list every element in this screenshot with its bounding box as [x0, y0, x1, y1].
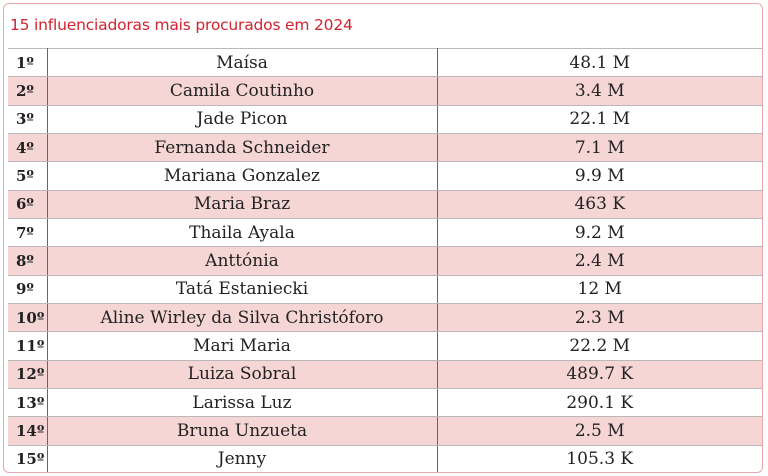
rank-cell: 8º: [8, 246, 48, 276]
rank-cell: 7º: [8, 218, 48, 248]
name-cell: Mariana Gonzalez: [47, 161, 438, 191]
rank-cell: 4º: [8, 133, 48, 163]
rank-cell: 14º: [8, 416, 48, 446]
rank-cell: 10º: [8, 303, 48, 333]
table-row: 1º Maísa 48.1 M: [8, 47, 762, 78]
table-row: 2º Camila Coutinho 3.4 M: [8, 76, 762, 106]
rank-cell: 9º: [8, 275, 48, 305]
rank-cell: 6º: [8, 190, 48, 220]
table-row: 13º Larissa Luz 290.1 K: [8, 388, 762, 418]
name-cell: Luiza Sobral: [47, 360, 438, 390]
value-cell: 7.1 M: [437, 133, 762, 163]
table-row: 11º Mari Maria 22.2 M: [8, 331, 762, 361]
table-row: 4º Fernanda Schneider 7.1 M: [8, 133, 762, 163]
value-cell: 2.4 M: [437, 246, 762, 276]
rank-cell: 13º: [8, 388, 48, 418]
name-cell: Maria Braz: [47, 190, 438, 220]
value-cell: 489.7 K: [437, 360, 762, 390]
table-row: 9º Tatá Estaniecki 12 M: [8, 275, 762, 305]
value-cell: 290.1 K: [437, 388, 762, 418]
name-cell: Anttónia: [47, 246, 438, 276]
table-row: 8º Anttónia 2.4 M: [8, 246, 762, 276]
table-row: 12º Luiza Sobral 489.7 K: [8, 360, 762, 390]
value-cell: 9.9 M: [437, 161, 762, 191]
name-cell: Jade Picon: [47, 105, 438, 135]
name-cell: Thaila Ayala: [47, 218, 438, 248]
value-cell: 48.1 M: [437, 47, 762, 78]
rank-cell: 2º: [8, 76, 48, 106]
ranking-table-wrap: 1º Maísa 48.1 M 2º Camila Coutinho 3.4 M 3º Jad…: [8, 47, 762, 472]
table-row: 6º Maria Braz 463 K: [8, 190, 762, 220]
value-cell: 22.1 M: [437, 105, 762, 135]
table-row: 15º Jenny 105.3 K: [8, 445, 762, 472]
ranking-table-body: 1º Maísa 48.1 M 2º Camila Coutinho 3.4 M 3º Jad…: [8, 47, 762, 472]
table-card: 15 influenciadoras mais procurados em 20…: [3, 3, 763, 473]
name-cell: Jenny: [47, 445, 438, 472]
table-row: 3º Jade Picon 22.1 M: [8, 105, 762, 135]
value-cell: 2.5 M: [437, 416, 762, 446]
table-row: 7º Thaila Ayala 9.2 M: [8, 218, 762, 248]
table-row: 5º Mariana Gonzalez 9.9 M: [8, 161, 762, 191]
name-cell: Aline Wirley da Silva Christóforo: [47, 303, 438, 333]
rank-cell: 3º: [8, 105, 48, 135]
value-cell: 105.3 K: [437, 445, 762, 472]
rank-cell: 5º: [8, 161, 48, 191]
rank-cell: 15º: [8, 445, 48, 472]
rank-cell: 1º: [8, 47, 48, 78]
name-cell: Tatá Estaniecki: [47, 275, 438, 305]
value-cell: 22.2 M: [437, 331, 762, 361]
value-cell: 3.4 M: [437, 76, 762, 106]
table-row: 10º Aline Wirley da Silva Christóforo 2.3 …: [8, 303, 762, 333]
value-cell: 9.2 M: [437, 218, 762, 248]
name-cell: Camila Coutinho: [47, 76, 438, 106]
value-cell: 2.3 M: [437, 303, 762, 333]
name-cell: Larissa Luz: [47, 388, 438, 418]
rank-cell: 11º: [8, 331, 48, 361]
table-title: 15 influenciadoras mais procurados em 20…: [10, 16, 353, 34]
name-cell: Bruna Unzueta: [47, 416, 438, 446]
name-cell: Mari Maria: [47, 331, 438, 361]
ranking-table: 1º Maísa 48.1 M 2º Camila Coutinho 3.4 M 3º Jad…: [8, 47, 762, 472]
value-cell: 463 K: [437, 190, 762, 220]
name-cell: Maísa: [47, 47, 438, 78]
rank-cell: 12º: [8, 360, 48, 390]
table-row: 14º Bruna Unzueta 2.5 M: [8, 416, 762, 446]
name-cell: Fernanda Schneider: [47, 133, 438, 163]
value-cell: 12 M: [437, 275, 762, 305]
